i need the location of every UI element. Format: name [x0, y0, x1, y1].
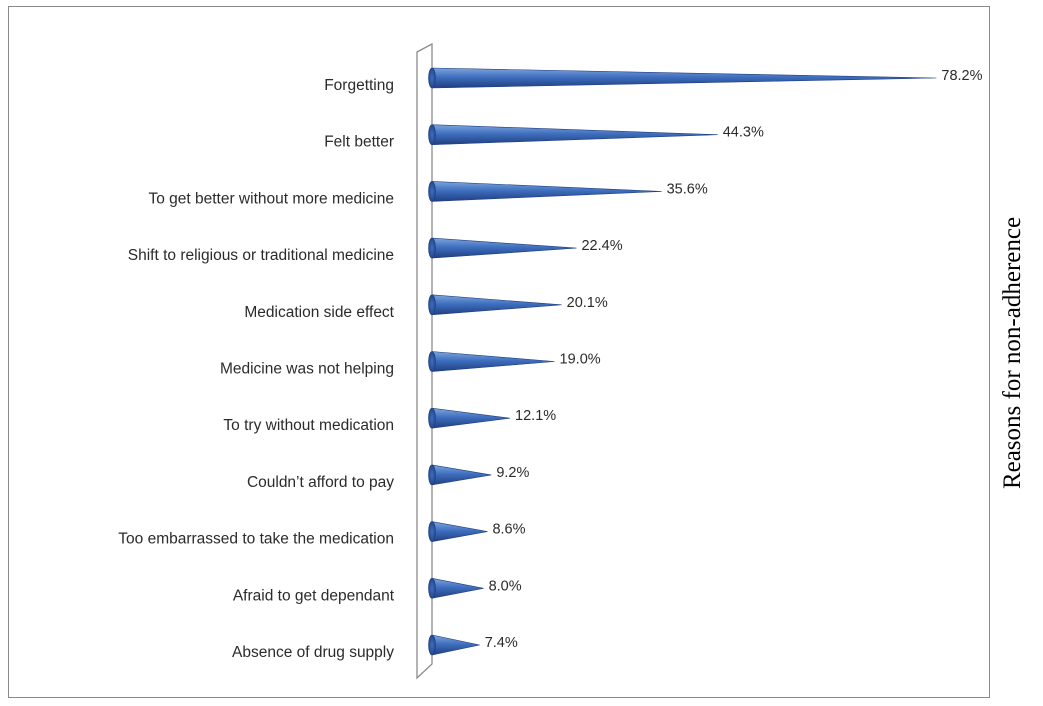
value-label: 8.0%: [489, 578, 522, 594]
category-label: Medication side effect: [244, 304, 394, 321]
bar-cone: [431, 407, 511, 429]
category-label: Couldn’t afford to pay: [247, 474, 394, 491]
value-label: 8.6%: [492, 522, 525, 538]
bar-cone-base: [428, 634, 436, 656]
category-axis-wall: [416, 42, 433, 680]
value-label: 12.1%: [515, 408, 556, 424]
category-label: Absence of drug supply: [232, 644, 394, 661]
bar-cone-base: [428, 181, 436, 202]
bar-cone: [431, 294, 562, 316]
value-label: 78.2%: [941, 68, 982, 84]
category-label: Shift to religious or traditional medici…: [128, 247, 394, 264]
bar-cone: [431, 577, 484, 599]
bar-cone: [431, 464, 492, 486]
category-label: Felt better: [324, 134, 394, 151]
bar-cone: [431, 124, 718, 146]
category-label: To try without medication: [223, 417, 394, 434]
bar-cone: [431, 67, 937, 89]
category-labels: Forgetting Felt better To get better witho…: [118, 77, 394, 661]
side-label: Reasons for non-adherence: [999, 216, 1026, 490]
value-label: 35.6%: [667, 181, 708, 197]
bar-cone: [431, 181, 662, 202]
bar-cone: [431, 237, 577, 259]
chart-frame: [8, 6, 990, 698]
value-label: 19.0%: [560, 352, 601, 368]
category-label: To get better without more medicine: [148, 190, 394, 207]
category-label: Medicine was not helping: [220, 361, 394, 378]
bar-cone-base: [428, 464, 436, 486]
category-axis: [416, 42, 433, 680]
bar-cone-base: [428, 407, 436, 429]
bar-cone: [431, 351, 555, 372]
category-label: Afraid to get dependant: [233, 587, 395, 604]
value-label: 20.1%: [567, 295, 608, 311]
bar-cone-base: [428, 237, 436, 259]
bars: [428, 67, 937, 656]
value-label: 9.2%: [496, 465, 529, 481]
bar-cone-base: [428, 577, 436, 599]
bar-cone-base: [428, 521, 436, 542]
category-label: Forgetting: [324, 77, 394, 94]
bar-cone-base: [428, 124, 436, 145]
bar-cone-base: [428, 67, 436, 89]
value-label: 7.4%: [485, 635, 518, 651]
value-label: 22.4%: [581, 238, 622, 254]
value-labels: 78.2% 44.3% 35.6% 22.4% 20.1% 19.0% 12.1% 9.2% 8…: [485, 68, 983, 651]
bar-cone-base: [428, 351, 436, 372]
category-label: Too embarrassed to take the medication: [118, 531, 394, 548]
bar-cone: [431, 634, 480, 656]
value-label: 44.3%: [723, 125, 764, 141]
bar-cone-base: [428, 294, 436, 316]
bar-cone: [431, 521, 488, 542]
